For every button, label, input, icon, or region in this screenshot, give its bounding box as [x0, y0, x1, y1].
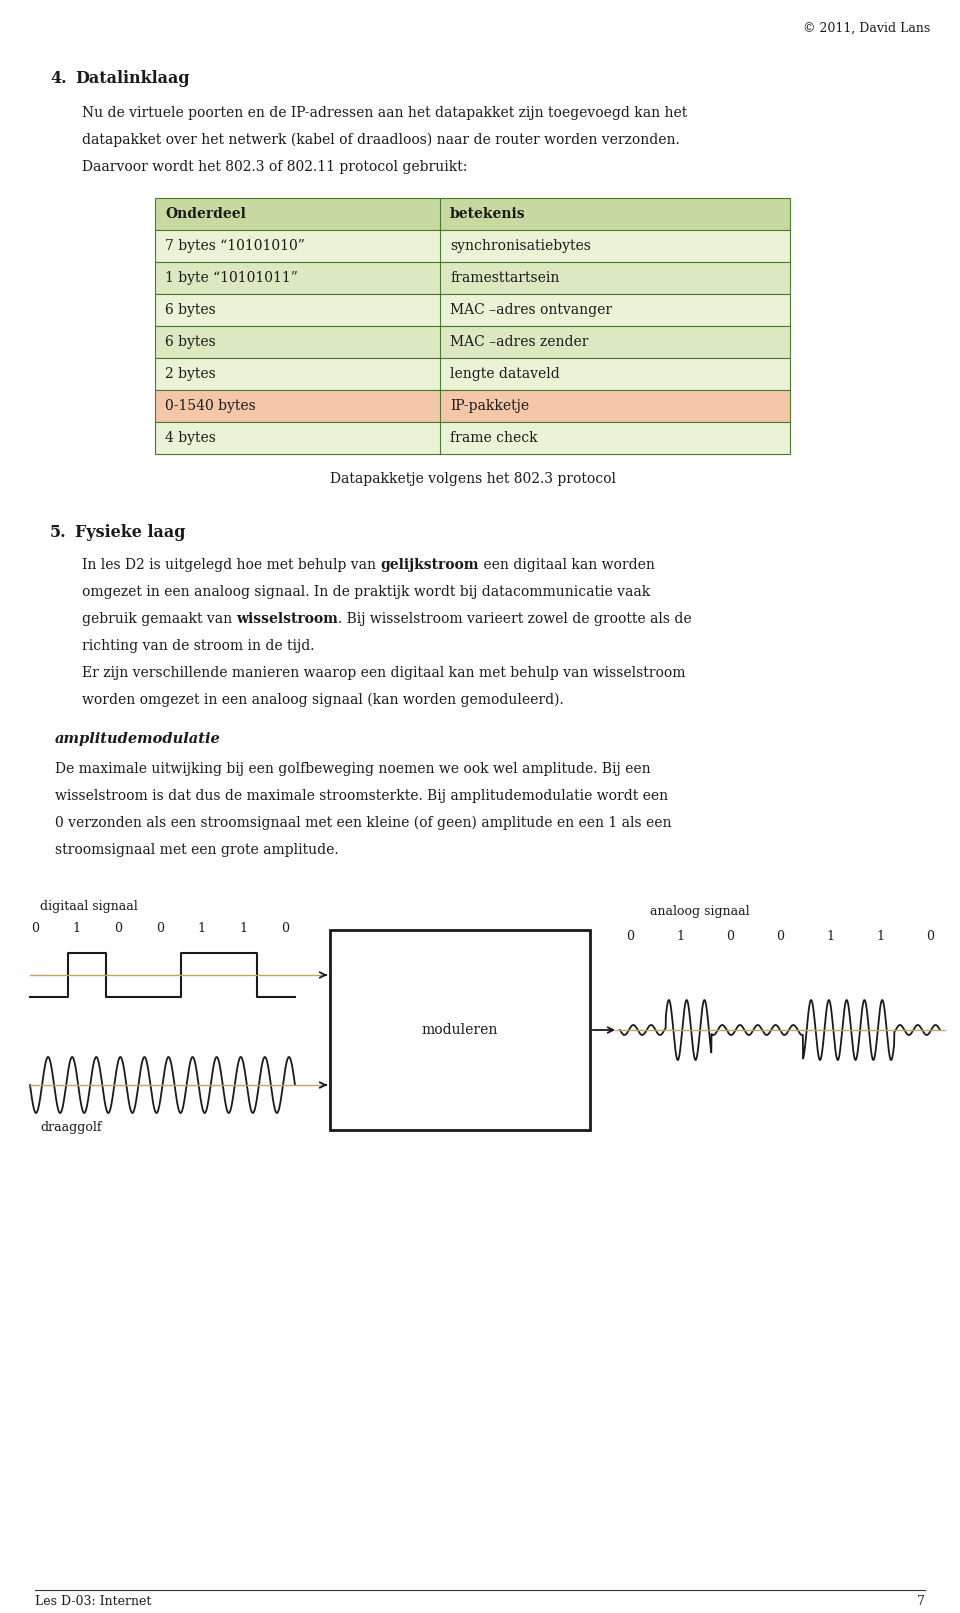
Text: richting van de stroom in de tijd.: richting van de stroom in de tijd.: [82, 639, 315, 653]
Text: 1: 1: [239, 923, 248, 936]
Text: De maximale uitwijking bij een golfbeweging noemen we ook wel amplitude. Bij een: De maximale uitwijking bij een golfbeweg…: [55, 761, 651, 776]
Text: Les D-03: Internet: Les D-03: Internet: [35, 1595, 152, 1608]
Text: Daarvoor wordt het 802.3 of 802.11 protocol gebruikt:: Daarvoor wordt het 802.3 of 802.11 proto…: [82, 160, 468, 174]
Bar: [155, 358, 790, 390]
Text: draaggolf: draaggolf: [40, 1121, 102, 1134]
Text: Fysieke laag: Fysieke laag: [75, 524, 185, 540]
Text: . Bij wisselstroom varieert zowel de grootte als de: . Bij wisselstroom varieert zowel de gro…: [338, 611, 692, 626]
Text: In les D2 is uitgelegd hoe met behulp van: In les D2 is uitgelegd hoe met behulp va…: [82, 558, 380, 573]
Text: 1: 1: [826, 931, 834, 944]
Text: 0: 0: [626, 931, 634, 944]
Text: 1: 1: [73, 923, 81, 936]
Text: 0: 0: [114, 923, 122, 936]
Bar: [155, 294, 790, 326]
Text: 6 bytes: 6 bytes: [165, 303, 216, 318]
Text: 1: 1: [876, 931, 884, 944]
Bar: [155, 390, 790, 423]
Text: moduleren: moduleren: [421, 1023, 498, 1037]
Text: analoog signaal: analoog signaal: [650, 905, 750, 918]
Text: Datalinklaag: Datalinklaag: [75, 69, 190, 87]
Text: © 2011, David Lans: © 2011, David Lans: [803, 23, 930, 35]
Text: 1 byte “10101011”: 1 byte “10101011”: [165, 271, 298, 286]
Text: 0: 0: [776, 931, 784, 944]
Bar: [155, 198, 790, 231]
Text: 5.: 5.: [50, 524, 66, 540]
Text: Datapakketje volgens het 802.3 protocol: Datapakketje volgens het 802.3 protocol: [329, 473, 615, 486]
Text: een digitaal kan worden: een digitaal kan worden: [479, 558, 655, 573]
Text: framesttartsein: framesttartsein: [450, 271, 560, 286]
Text: 0: 0: [726, 931, 734, 944]
Text: digitaal signaal: digitaal signaal: [40, 900, 137, 913]
Text: frame check: frame check: [450, 431, 538, 445]
Text: 4 bytes: 4 bytes: [165, 431, 216, 445]
Text: MAC –adres zender: MAC –adres zender: [450, 336, 588, 348]
Text: gelijkstroom: gelijkstroom: [380, 558, 479, 573]
Text: 1: 1: [676, 931, 684, 944]
Text: omgezet in een analoog signaal. In de praktijk wordt bij datacommunicatie vaak: omgezet in een analoog signaal. In de pr…: [82, 586, 650, 598]
Text: Er zijn verschillende manieren waarop een digitaal kan met behulp van wisselstro: Er zijn verschillende manieren waarop ee…: [82, 666, 685, 681]
Text: amplitudemodulatie: amplitudemodulatie: [55, 732, 221, 745]
Text: 7: 7: [917, 1595, 925, 1608]
Text: MAC –adres ontvanger: MAC –adres ontvanger: [450, 303, 612, 318]
Text: 0: 0: [281, 923, 289, 936]
Text: synchronisatiebytes: synchronisatiebytes: [450, 239, 590, 253]
Text: Onderdeel: Onderdeel: [165, 206, 246, 221]
Text: Nu de virtuele poorten en de IP-adressen aan het datapakket zijn toegevoegd kan : Nu de virtuele poorten en de IP-adressen…: [82, 106, 687, 119]
Text: 2 bytes: 2 bytes: [165, 368, 216, 381]
Bar: [155, 423, 790, 453]
Text: gebruik gemaakt van: gebruik gemaakt van: [82, 611, 236, 626]
Bar: [155, 261, 790, 294]
Text: datapakket over het netwerk (kabel of draadloos) naar de router worden verzonden: datapakket over het netwerk (kabel of dr…: [82, 132, 680, 147]
Bar: [330, 931, 590, 1131]
Text: worden omgezet in een analoog signaal (kan worden gemoduleerd).: worden omgezet in een analoog signaal (k…: [82, 694, 564, 708]
Text: 1: 1: [198, 923, 205, 936]
Text: stroomsignaal met een grote amplitude.: stroomsignaal met een grote amplitude.: [55, 844, 339, 857]
Text: betekenis: betekenis: [450, 206, 526, 221]
Text: 7 bytes “10101010”: 7 bytes “10101010”: [165, 239, 305, 253]
Bar: [155, 231, 790, 261]
Text: 0: 0: [31, 923, 39, 936]
Text: wisselstroom: wisselstroom: [236, 611, 338, 626]
Text: lengte dataveld: lengte dataveld: [450, 368, 560, 381]
Text: 6 bytes: 6 bytes: [165, 336, 216, 348]
Text: 0: 0: [156, 923, 164, 936]
Text: IP-pakketje: IP-pakketje: [450, 398, 529, 413]
Text: 0: 0: [926, 931, 934, 944]
Text: 4.: 4.: [50, 69, 66, 87]
Text: wisselstroom is dat dus de maximale stroomsterkte. Bij amplitudemodulatie wordt : wisselstroom is dat dus de maximale stro…: [55, 789, 668, 803]
Bar: [155, 326, 790, 358]
Text: 0 verzonden als een stroomsignaal met een kleine (of geen) amplitude en een 1 al: 0 verzonden als een stroomsignaal met ee…: [55, 816, 671, 831]
Text: 0-1540 bytes: 0-1540 bytes: [165, 398, 255, 413]
